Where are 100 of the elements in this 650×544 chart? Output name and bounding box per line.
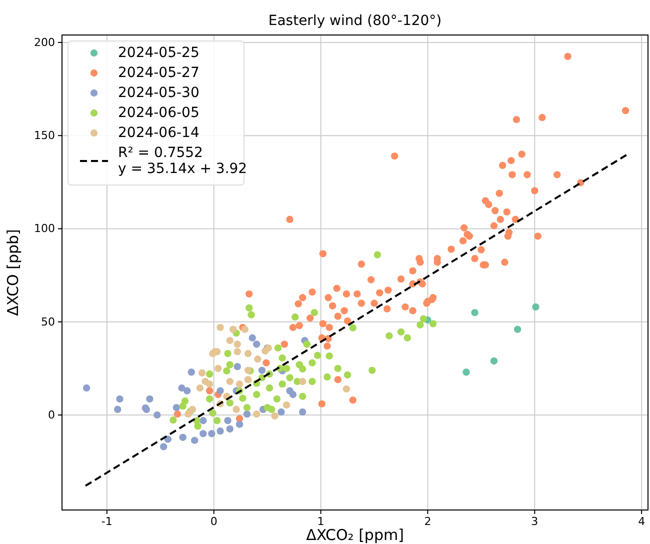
point	[244, 366, 252, 374]
point	[146, 395, 154, 403]
x-tick-label: 1	[317, 515, 324, 528]
point	[299, 378, 306, 386]
point	[206, 370, 214, 378]
point	[253, 340, 260, 348]
x-tick-label: 0	[210, 515, 218, 528]
point	[254, 356, 262, 363]
point	[116, 395, 124, 403]
point	[164, 436, 172, 443]
point	[209, 410, 216, 417]
point	[303, 340, 310, 348]
chart-title: Easterly wind (80°-120°)	[268, 13, 442, 29]
point	[179, 434, 186, 441]
point	[196, 384, 204, 392]
point	[299, 392, 306, 400]
point	[462, 368, 470, 376]
point	[184, 387, 191, 394]
point	[420, 315, 428, 322]
point	[236, 380, 244, 388]
point	[286, 374, 294, 382]
point	[274, 344, 282, 352]
point	[268, 406, 276, 414]
point	[258, 366, 266, 374]
point	[216, 387, 224, 394]
point	[429, 320, 437, 328]
point	[471, 308, 478, 316]
point	[243, 410, 251, 418]
point	[191, 436, 198, 444]
point	[278, 380, 286, 388]
point	[188, 406, 196, 414]
point	[188, 368, 195, 376]
point	[342, 385, 350, 393]
y-axis-title: ΔXCO [ppb]	[4, 229, 22, 316]
point	[310, 308, 318, 316]
point	[206, 395, 214, 403]
point	[172, 404, 180, 412]
point	[194, 422, 202, 430]
point	[200, 416, 207, 424]
legend-label: 2024-06-05	[118, 105, 200, 121]
legend-label: 2024-05-25	[118, 45, 200, 61]
point	[246, 304, 253, 312]
point	[386, 332, 393, 340]
point	[514, 326, 522, 333]
y-tick-label: 200	[34, 36, 55, 49]
point	[490, 357, 498, 365]
point	[314, 352, 322, 359]
point	[214, 364, 222, 372]
x-tick-label: -1	[101, 515, 112, 528]
point	[184, 410, 192, 418]
x-tick-label: 3	[531, 515, 538, 528]
point	[179, 402, 186, 410]
point	[273, 395, 281, 403]
point	[223, 367, 230, 374]
point	[299, 408, 306, 416]
point	[232, 406, 240, 414]
point	[266, 384, 274, 392]
point	[334, 364, 342, 372]
point	[324, 373, 331, 381]
legend-label: 2024-05-30	[118, 85, 200, 101]
point	[532, 303, 540, 311]
point	[224, 350, 232, 358]
point	[82, 384, 90, 392]
point	[224, 416, 232, 424]
point	[416, 321, 424, 328]
point	[170, 416, 177, 424]
legend-label: R² = 0.7552 y = 35.14x + 3.92	[118, 145, 248, 177]
point	[229, 326, 237, 333]
y-tick-label: 0	[48, 408, 55, 422]
point	[216, 427, 224, 435]
point	[226, 399, 234, 406]
point	[216, 324, 224, 332]
point	[248, 311, 255, 318]
point	[243, 404, 251, 412]
point	[344, 371, 352, 379]
point	[234, 340, 241, 348]
point	[296, 361, 303, 368]
point	[198, 369, 206, 376]
point	[292, 313, 299, 321]
point	[253, 410, 260, 418]
point	[208, 430, 216, 438]
y-tick-label: 100	[34, 222, 55, 236]
point	[326, 352, 333, 360]
point	[234, 348, 241, 356]
point	[226, 378, 234, 386]
point	[160, 443, 168, 450]
legend-label: 2024-06-14	[118, 125, 200, 141]
point	[178, 384, 186, 392]
point	[226, 336, 234, 344]
point	[236, 420, 244, 428]
point	[368, 366, 376, 374]
point	[308, 359, 316, 366]
x-axis-title: ΔXCO₂ [ppm]	[306, 526, 404, 544]
point	[374, 251, 382, 258]
point	[206, 380, 214, 388]
point	[282, 364, 290, 372]
point	[397, 328, 405, 336]
point	[244, 350, 252, 358]
point	[226, 425, 234, 433]
point	[234, 362, 241, 370]
